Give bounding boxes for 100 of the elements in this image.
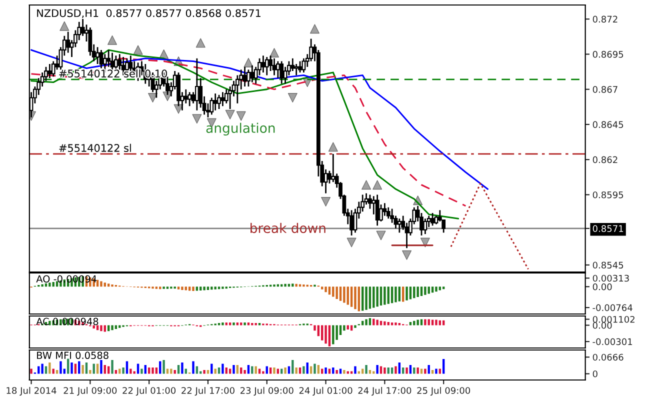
bar [133,371,136,374]
bar [166,368,169,374]
x-tick-label: 21 Jul 09:00 [64,386,117,396]
bar [376,286,378,307]
bar [435,320,438,326]
candlestick [379,204,383,222]
candlestick [166,76,170,96]
bar [321,368,324,374]
bar [365,365,368,374]
bar [162,360,165,374]
bar [346,325,349,330]
bar [174,370,176,374]
bar [394,286,397,302]
bar [203,286,206,290]
bar [218,368,220,374]
bar [394,366,397,374]
candlestick [48,63,52,79]
bar [244,370,246,374]
bar [368,370,372,374]
bar [358,371,360,374]
bar [420,286,423,296]
bar [130,368,132,374]
bar [354,325,356,328]
y-tick-label: 0 [592,370,598,378]
bar [343,370,346,374]
bar [328,368,331,374]
bar [152,368,154,374]
point [133,45,143,55]
bar [390,368,394,374]
bar [413,286,416,298]
bar [100,281,102,287]
bar [225,368,228,374]
candlestick [430,212,434,226]
bar [380,286,382,306]
point [192,114,202,124]
bar [48,362,51,374]
bar [210,364,213,374]
bar [398,286,401,302]
candlestick [302,58,306,74]
bar [100,325,102,332]
bar [148,368,150,374]
y-tick-label: 0.00 [592,322,612,329]
bar [365,319,368,326]
bar [284,284,286,287]
point [60,21,70,31]
point [108,35,118,45]
candlestick [276,60,280,79]
bar [372,286,375,308]
bar [372,371,375,374]
candlestick [350,209,354,236]
bar [92,364,95,374]
bar [292,360,294,374]
bar [372,318,375,326]
candlestick [280,60,284,84]
bar [104,325,106,332]
bar [210,286,213,290]
candlestick [188,91,192,107]
bar [276,284,280,287]
bar [38,366,40,374]
bar [44,366,48,374]
bar [368,286,372,309]
y-tick-label: -0.00764 [592,304,632,312]
bar [122,368,124,374]
candlestick [272,58,276,76]
point [372,180,382,190]
x-tick-label: 18 Jul 2014 [6,386,56,396]
chart-title: BW MFI 0.0588 [37,352,108,360]
bar [269,368,272,374]
bar [339,368,342,374]
bar [324,325,327,344]
chart-title: NZDUSD,H1 0.8577 0.8577 0.8568 0.8571 [37,9,260,18]
bar [66,358,70,374]
y-tick-label: 0.862 [592,156,618,164]
y-tick-label: 0.00313 [592,274,629,282]
bar [306,362,308,374]
bar [114,370,118,374]
bar [276,368,280,374]
bar [292,284,294,287]
bar [317,325,320,336]
bar [104,365,106,374]
bar [321,325,324,340]
bar [350,286,353,307]
bar [380,366,382,374]
candlestick [397,218,402,234]
candlestick [290,58,295,72]
bar [214,286,216,290]
bar [140,368,143,374]
bar [155,368,158,374]
bar [409,365,412,374]
bar [390,286,394,304]
bar [310,366,312,374]
bar [424,286,426,295]
bar [368,318,372,326]
bar [192,286,194,292]
bar [85,362,88,374]
bar [298,284,302,287]
bar [424,368,426,374]
bar [438,368,442,374]
bar [251,366,254,374]
bar [361,286,364,311]
